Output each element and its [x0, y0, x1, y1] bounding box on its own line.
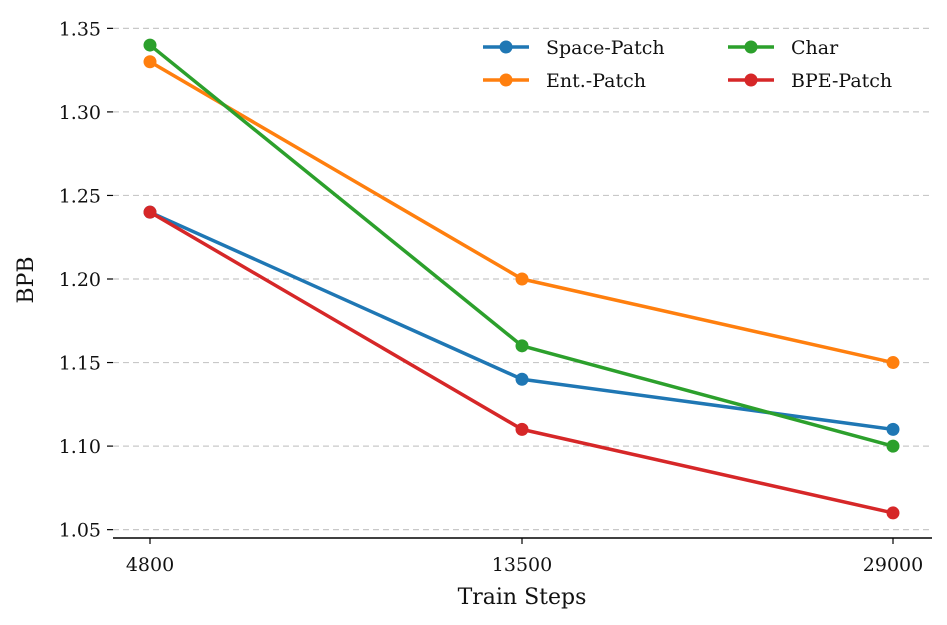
- data-point-space-patch-29000: [886, 422, 900, 436]
- y-axis-title: BPB: [14, 256, 39, 303]
- series-line-space-patch: [148, 210, 895, 432]
- legend-label: Space-Patch: [546, 37, 665, 59]
- x-tick-label-13500: 13500: [492, 554, 552, 576]
- y-tick-label-1.25: 1.25: [59, 185, 101, 207]
- data-point-ent-patch-29000: [886, 356, 900, 370]
- series-line-ent-patch: [148, 60, 895, 365]
- y-tick-label-1.10: 1.10: [59, 436, 101, 458]
- legend-swatch-marker: [744, 40, 758, 54]
- legend-swatch-marker: [499, 73, 513, 87]
- legend-item-space-patch: Space-Patch: [483, 37, 665, 59]
- y-tick-label-1.30: 1.30: [59, 102, 101, 124]
- y-tick-label-1.35: 1.35: [59, 18, 101, 40]
- legend-label: Char: [791, 37, 839, 59]
- series-line-bpe-patch: [148, 210, 895, 515]
- y-tick-label-1.15: 1.15: [59, 353, 101, 375]
- data-point-space-patch-13500: [515, 372, 529, 386]
- legend-label: Ent.-Patch: [546, 70, 646, 92]
- legend: Space-Patch Ent.-Patch Char BPE-Patch: [483, 37, 892, 92]
- x-tick-label-29000: 29000: [863, 554, 923, 576]
- series-line-char: [148, 43, 895, 448]
- x-axis-title: Train Steps: [458, 585, 587, 610]
- legend-swatch-marker: [499, 40, 513, 54]
- y-axis: 1.05 1.10 1.15 1.20 1.25 1.30 1.35: [59, 18, 113, 542]
- legend-item-char: Char: [728, 37, 839, 59]
- data-point-char-4800: [143, 38, 157, 52]
- data-point-bpe-patch-13500: [515, 422, 529, 436]
- x-axis: 4800 13500 29000: [113, 537, 932, 576]
- data-point-char-13500: [515, 339, 529, 353]
- data-point-char-29000: [886, 439, 900, 453]
- data-point-ent-patch-4800: [143, 55, 157, 69]
- grid-lines: [113, 27, 932, 531]
- x-tick-label-4800: 4800: [126, 554, 174, 576]
- data-point-bpe-patch-29000: [886, 506, 900, 520]
- y-tick-label-1.20: 1.20: [59, 269, 101, 291]
- data-point-bpe-patch-4800: [143, 205, 157, 219]
- legend-swatch-marker: [744, 73, 758, 87]
- legend-label: BPE-Patch: [791, 70, 892, 92]
- series-group: [143, 38, 900, 520]
- legend-item-bpe-patch: BPE-Patch: [728, 70, 892, 92]
- data-point-ent-patch-13500: [515, 272, 529, 286]
- y-tick-label-1.05: 1.05: [59, 520, 101, 542]
- legend-item-ent-patch: Ent.-Patch: [483, 70, 646, 92]
